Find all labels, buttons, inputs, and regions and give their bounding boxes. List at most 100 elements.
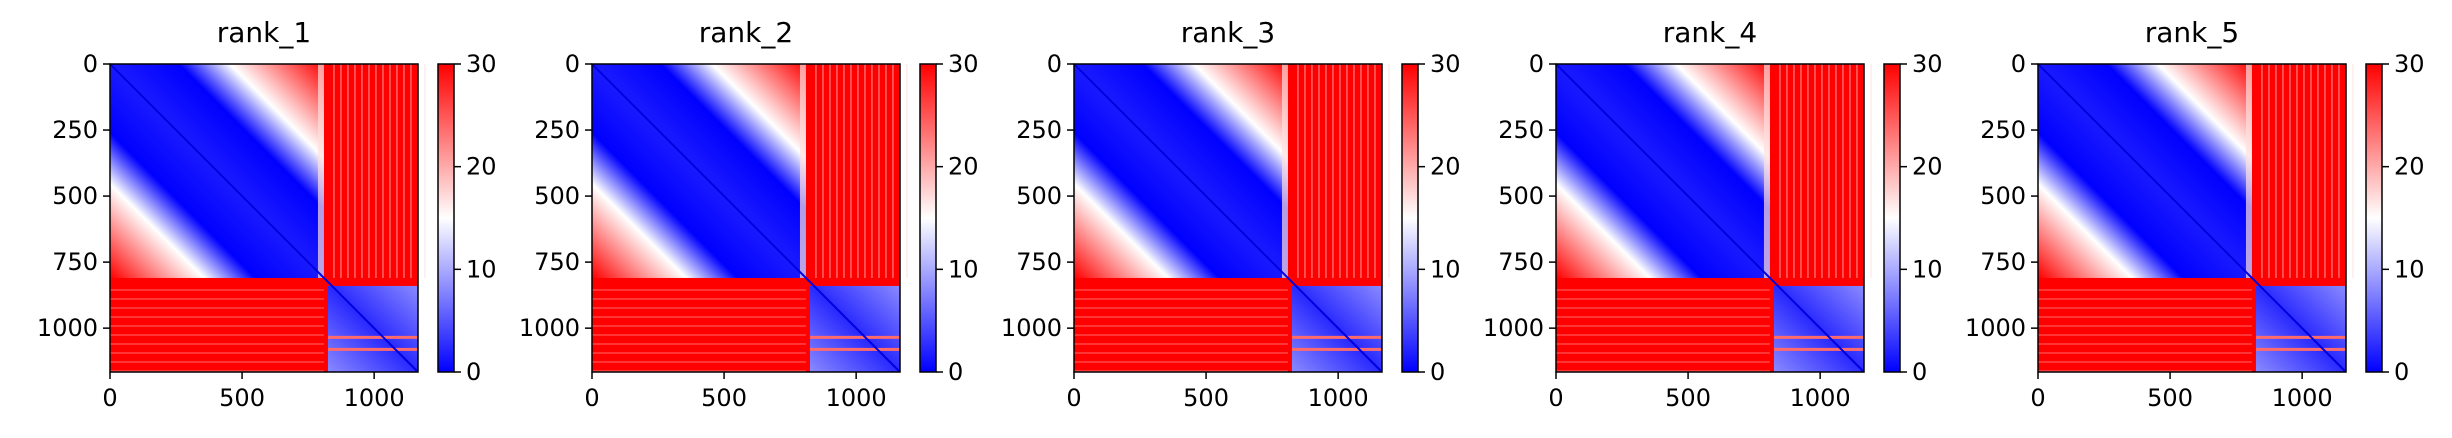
colorbar-tick-label: 30 xyxy=(948,50,979,78)
heatmap-panel-4: rank_4 0 250 500 750 1000 0 500 1000 0 10 20 30 xyxy=(1483,16,1943,412)
x-tick-label: 500 xyxy=(219,384,265,412)
colorbar-tick-label: 20 xyxy=(1912,153,1943,181)
heatmap-diagonal xyxy=(109,63,419,373)
y-tick-label: 250 xyxy=(1498,116,1544,144)
heatmap-diagonal xyxy=(1073,63,1383,373)
heatmap-diagonal xyxy=(2037,63,2347,373)
y-tick-label: 500 xyxy=(1016,182,1062,210)
heatmap-panel-1: rank_1 0 250 500 750 1000 0 500 1000 0 10 20 30 xyxy=(37,16,497,412)
x-tick-label: 1000 xyxy=(2272,384,2333,412)
x-tick-label: 0 xyxy=(2030,384,2045,412)
y-tick-label: 1000 xyxy=(519,314,580,342)
heatmap-streak xyxy=(2255,347,2346,351)
heatmap-frame xyxy=(2037,63,2347,373)
y-tick-label: 1000 xyxy=(37,314,98,342)
colorbar-tick-label: 10 xyxy=(466,255,497,283)
chart-title: rank_1 xyxy=(217,16,311,49)
colorbar-tick-label: 10 xyxy=(1430,255,1461,283)
y-tick-label: 0 xyxy=(83,50,98,78)
x-tick-label: 500 xyxy=(2147,384,2193,412)
x-tick-label: 0 xyxy=(584,384,599,412)
y-tick-label: 500 xyxy=(534,182,580,210)
heatmap-block-1-edge xyxy=(1281,64,1288,278)
y-tick-label: 1000 xyxy=(1001,314,1062,342)
y-tick-label: 750 xyxy=(1980,248,2026,276)
colorbar xyxy=(2365,63,2383,373)
colorbar-tick-label: 10 xyxy=(1912,255,1943,283)
y-tick-label: 500 xyxy=(1980,182,2026,210)
colorbar xyxy=(1401,63,1419,373)
y-tick-label: 250 xyxy=(1016,116,1062,144)
heatmap-streak xyxy=(2255,335,2346,339)
y-tick-label: 750 xyxy=(52,248,98,276)
chart-title: rank_5 xyxy=(2145,16,2239,49)
colorbar-tick-label: 30 xyxy=(1912,50,1943,78)
x-tick-label: 500 xyxy=(1665,384,1711,412)
x-tick-label: 0 xyxy=(1548,384,1563,412)
heatmap-streak xyxy=(327,335,418,339)
heatmap-block-1-edge xyxy=(1763,64,1770,278)
y-tick-label: 750 xyxy=(1016,248,1062,276)
x-tick-label: 500 xyxy=(701,384,747,412)
heatmap-streak xyxy=(1291,335,1382,339)
heatmap-frame xyxy=(109,63,419,373)
y-tick-label: 0 xyxy=(1529,50,1544,78)
heatmap-diagonal xyxy=(591,63,901,373)
y-tick-label: 0 xyxy=(1047,50,1062,78)
heatmap-block-1-edge xyxy=(2245,64,2252,278)
y-tick-label: 0 xyxy=(565,50,580,78)
y-tick-label: 750 xyxy=(1498,248,1544,276)
heatmap-frame xyxy=(1555,63,1865,373)
colorbar-tick-label: 30 xyxy=(466,50,497,78)
heatmap-streak xyxy=(809,347,900,351)
colorbar-tick-label: 30 xyxy=(2394,50,2425,78)
heatmap-block-1-edge xyxy=(317,64,324,278)
y-tick-label: 1000 xyxy=(1965,314,2026,342)
y-tick-label: 0 xyxy=(2011,50,2026,78)
colorbar xyxy=(437,63,455,373)
y-tick-label: 500 xyxy=(52,182,98,210)
heatmap-frame xyxy=(1073,63,1383,373)
colorbar-tick-label: 20 xyxy=(948,153,979,181)
heatmap-panel-5: rank_5 0 250 500 750 1000 0 500 1000 0 10 20 30 xyxy=(1965,16,2425,412)
y-tick-label: 250 xyxy=(1980,116,2026,144)
colorbar xyxy=(919,63,937,373)
colorbar-tick-label: 0 xyxy=(1912,358,1927,386)
heatmap-streak xyxy=(1773,335,1864,339)
y-tick-label: 750 xyxy=(534,248,580,276)
x-tick-label: 1000 xyxy=(1308,384,1369,412)
heatmap-streak xyxy=(1773,347,1864,351)
heatmap-diagonal xyxy=(1555,63,1865,373)
heatmap-block-1-edge xyxy=(799,64,806,278)
colorbar-tick-label: 0 xyxy=(1430,358,1445,386)
colorbar-tick-label: 20 xyxy=(1430,153,1461,181)
heatmap-streak xyxy=(327,347,418,351)
x-tick-label: 1000 xyxy=(826,384,887,412)
colorbar-tick-label: 0 xyxy=(948,358,963,386)
colorbar-tick-label: 20 xyxy=(2394,153,2425,181)
heatmap-streak xyxy=(809,335,900,339)
chart-title: rank_2 xyxy=(699,16,793,49)
x-tick-label: 1000 xyxy=(344,384,405,412)
y-tick-label: 1000 xyxy=(1483,314,1544,342)
y-tick-label: 500 xyxy=(1498,182,1544,210)
colorbar-tick-label: 0 xyxy=(466,358,481,386)
x-tick-label: 0 xyxy=(102,384,117,412)
colorbar-tick-label: 10 xyxy=(948,255,979,283)
x-tick-label: 0 xyxy=(1066,384,1081,412)
x-tick-label: 1000 xyxy=(1790,384,1851,412)
colorbar-tick-label: 0 xyxy=(2394,358,2409,386)
heatmap-frame xyxy=(591,63,901,373)
chart-title: rank_4 xyxy=(1663,16,1757,49)
x-tick-label: 500 xyxy=(1183,384,1229,412)
heatmap-panel-3: rank_3 0 250 500 750 1000 0 500 1000 0 10 20 30 xyxy=(1001,16,1461,412)
colorbar-tick-label: 10 xyxy=(2394,255,2425,283)
y-tick-label: 250 xyxy=(534,116,580,144)
colorbar xyxy=(1883,63,1901,373)
heatmap-streak xyxy=(1291,347,1382,351)
y-tick-label: 250 xyxy=(52,116,98,144)
colorbar-tick-label: 20 xyxy=(466,153,497,181)
chart-title: rank_3 xyxy=(1181,16,1275,49)
colorbar-tick-label: 30 xyxy=(1430,50,1461,78)
